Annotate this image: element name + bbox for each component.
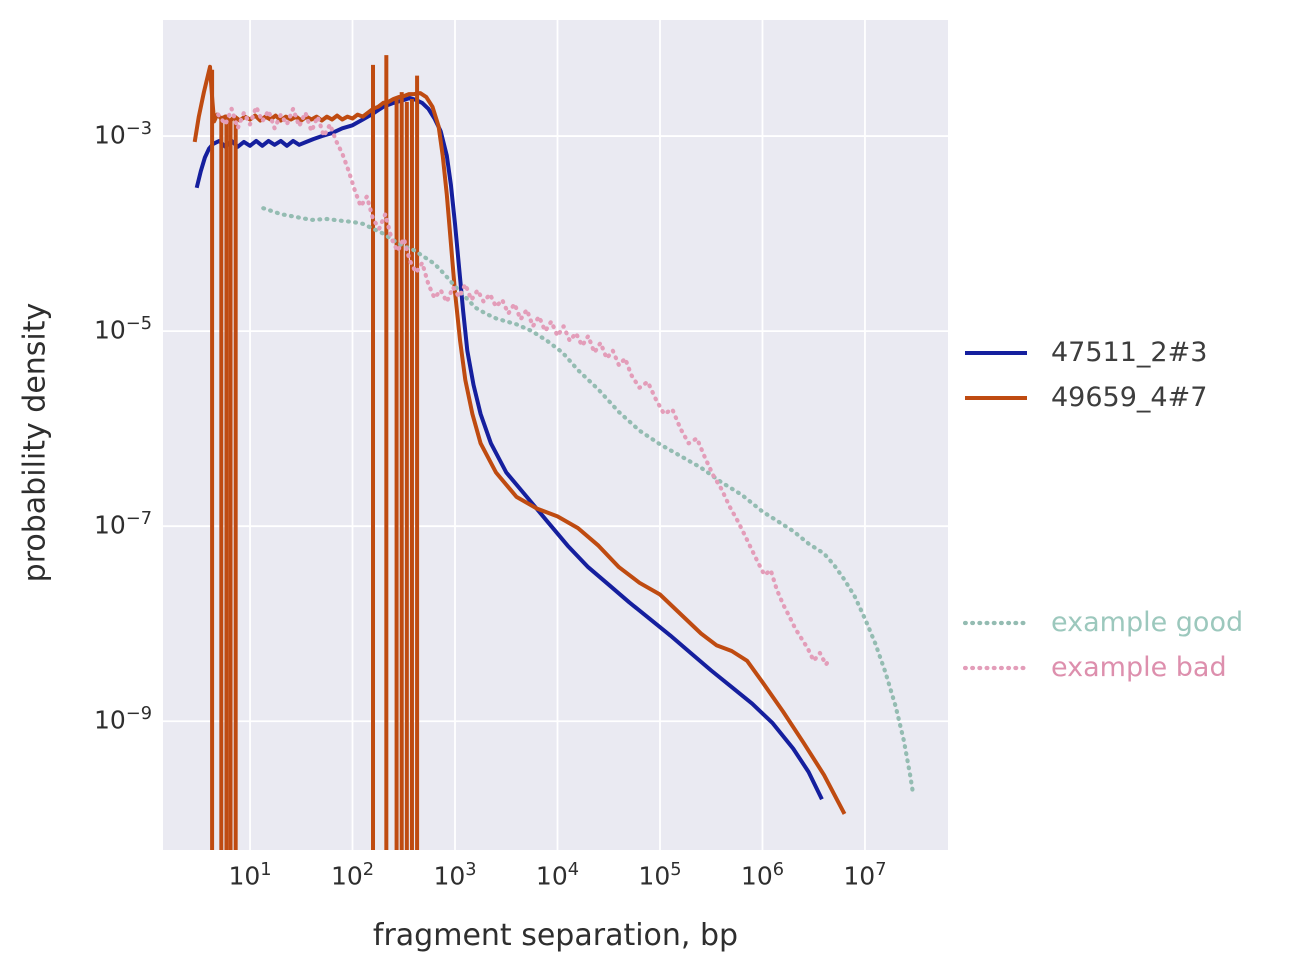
legend-line-sample-2 [963,620,1029,625]
series-line-3 [216,104,833,667]
x-axis-label: fragment separation, bp [372,918,739,953]
plot-background [163,20,948,850]
legend-main: 47511_2#3 49659_4#7 [963,330,1207,420]
x-tick-label: 107 [843,860,887,891]
y-tick-label: 10−3 [94,119,152,150]
legend-label-3: example bad [1051,652,1227,683]
legend-line-sample-0 [965,350,1027,355]
x-tick-label: 102 [330,860,375,891]
y-tick-label: 10−9 [94,704,152,735]
legend-entry-series-2: example good [963,600,1243,645]
x-tick-label: 106 [740,860,785,891]
x-tick-label: 105 [638,860,682,891]
y-tick-label: 10−5 [94,314,152,345]
series-group [192,55,916,850]
legend-entry-series-0: 47511_2#3 [963,330,1207,375]
legend-entry-series-3: example bad [963,645,1243,690]
series-line-2 [261,206,916,797]
series-line-0 [194,96,824,801]
legend-line-sample-3 [963,665,1029,670]
legend-line-sample-1 [965,395,1027,400]
legend-label-0: 47511_2#3 [1051,337,1208,368]
x-tick-label: 103 [433,860,477,891]
y-axis-label: probability density [17,302,53,583]
legend-entry-series-1: 49659_4#7 [963,375,1207,420]
y-tick-label: 10−7 [94,509,152,540]
x-tick-label: 101 [228,860,272,891]
x-tick-label: 104 [535,860,580,891]
legend-examples: example good example bad [963,600,1243,690]
legend-label-2: example good [1051,607,1244,638]
legend-label-1: 49659_4#7 [1051,382,1208,413]
